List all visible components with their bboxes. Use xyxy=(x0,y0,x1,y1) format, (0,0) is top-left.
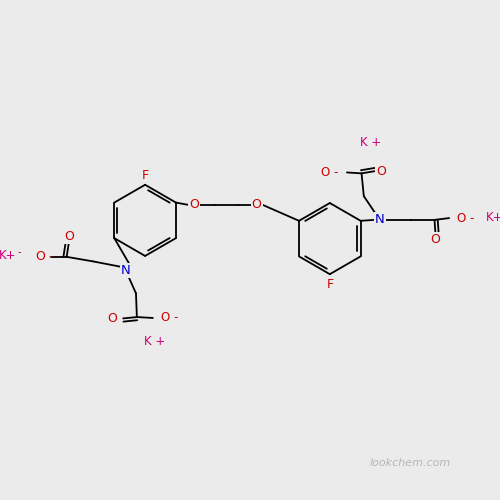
Text: O: O xyxy=(108,312,118,325)
Text: N: N xyxy=(375,214,384,226)
Text: O: O xyxy=(252,198,262,211)
Text: O: O xyxy=(376,164,386,177)
Text: O -: O - xyxy=(161,312,178,324)
Text: O -: O - xyxy=(322,166,338,179)
Text: O: O xyxy=(35,250,44,264)
Text: K +: K + xyxy=(144,335,165,348)
Text: N: N xyxy=(121,264,131,277)
Text: O: O xyxy=(430,232,440,245)
Text: O: O xyxy=(64,230,74,243)
Text: F: F xyxy=(142,169,148,182)
Text: K +: K + xyxy=(360,136,382,149)
Text: -: - xyxy=(18,248,22,258)
Text: O -: O - xyxy=(458,212,474,224)
Text: lookchem.com: lookchem.com xyxy=(370,458,450,468)
Text: K+: K+ xyxy=(0,248,16,262)
Text: -: - xyxy=(49,251,53,261)
Text: K+: K+ xyxy=(486,210,500,224)
Text: F: F xyxy=(326,278,334,290)
Text: O: O xyxy=(189,198,199,211)
